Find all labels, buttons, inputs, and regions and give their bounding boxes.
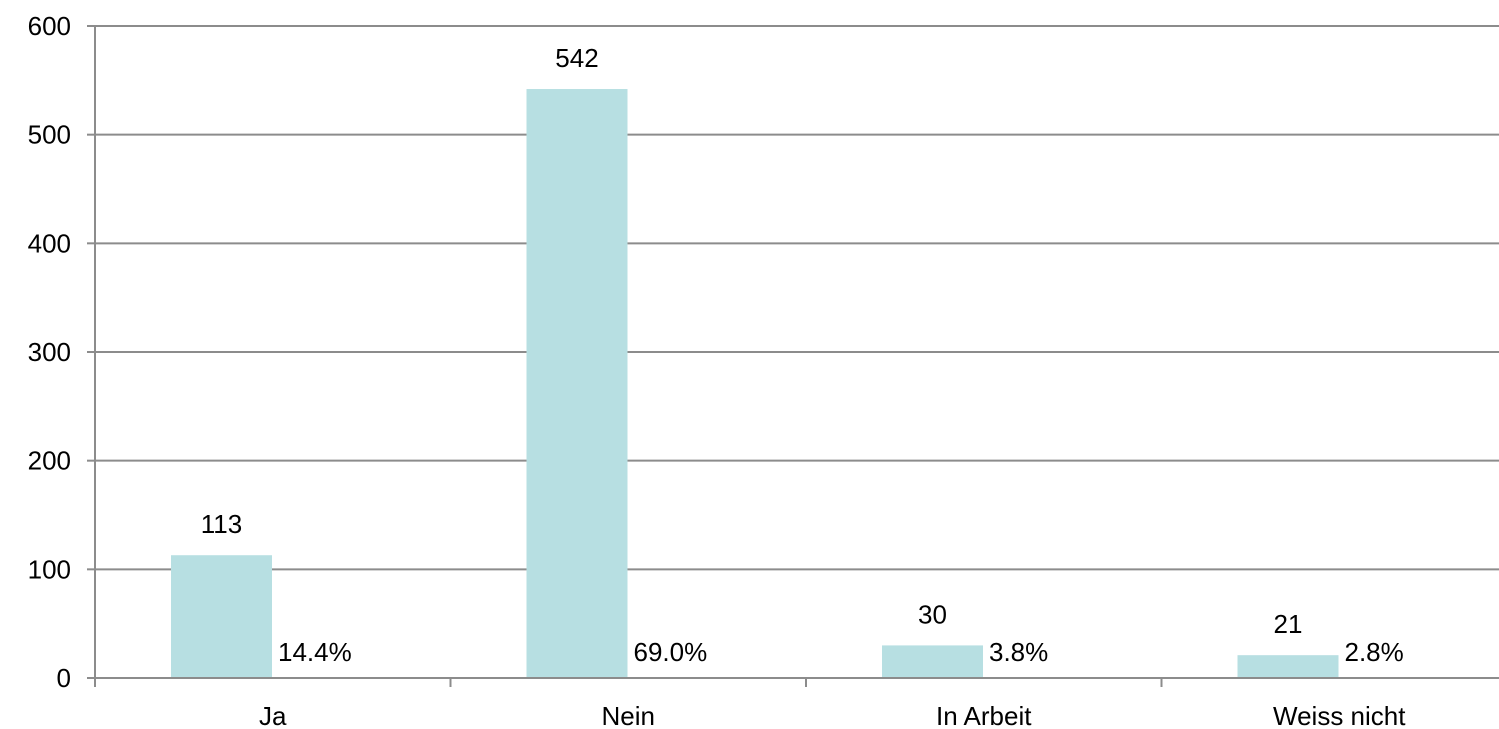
percent-label: 2.8% <box>1345 637 1404 667</box>
percent-label: 14.4% <box>278 637 352 667</box>
x-tick-label: Ja <box>259 701 287 729</box>
x-tick-labels: Ja Nein In Arbeit Weiss nicht <box>259 701 1406 729</box>
percent-label: 3.8% <box>989 637 1048 667</box>
bar-nein <box>526 89 628 678</box>
y-tick-label: 100 <box>28 554 71 584</box>
x-tick-label: Weiss nicht <box>1273 701 1406 729</box>
percent-label: 69.0% <box>634 637 708 667</box>
x-tick-label: In Arbeit <box>936 701 1032 729</box>
y-tick-label: 200 <box>28 446 71 476</box>
y-tick-label: 0 <box>57 663 71 693</box>
y-tick-labels: 0 100 200 300 400 500 600 <box>28 11 71 693</box>
gridlines <box>95 25 1499 571</box>
y-tick-label: 300 <box>28 337 71 367</box>
axes <box>87 25 1499 687</box>
y-tick-label: 600 <box>28 11 71 41</box>
value-label: 30 <box>918 599 947 629</box>
value-label: 21 <box>1274 609 1303 639</box>
bars <box>171 89 1339 678</box>
y-tick-label: 400 <box>28 228 71 258</box>
bar-ja <box>171 555 272 678</box>
bar-weiss-nicht <box>1237 655 1339 678</box>
x-tick-label: Nein <box>602 701 655 729</box>
value-label: 542 <box>555 43 598 73</box>
data-labels: 113 14.4% 542 69.0% 30 3.8% 21 2.8% <box>201 43 1404 667</box>
value-label: 113 <box>201 509 242 539</box>
y-tick-label: 500 <box>28 120 71 150</box>
bar-in-arbeit <box>882 645 983 678</box>
